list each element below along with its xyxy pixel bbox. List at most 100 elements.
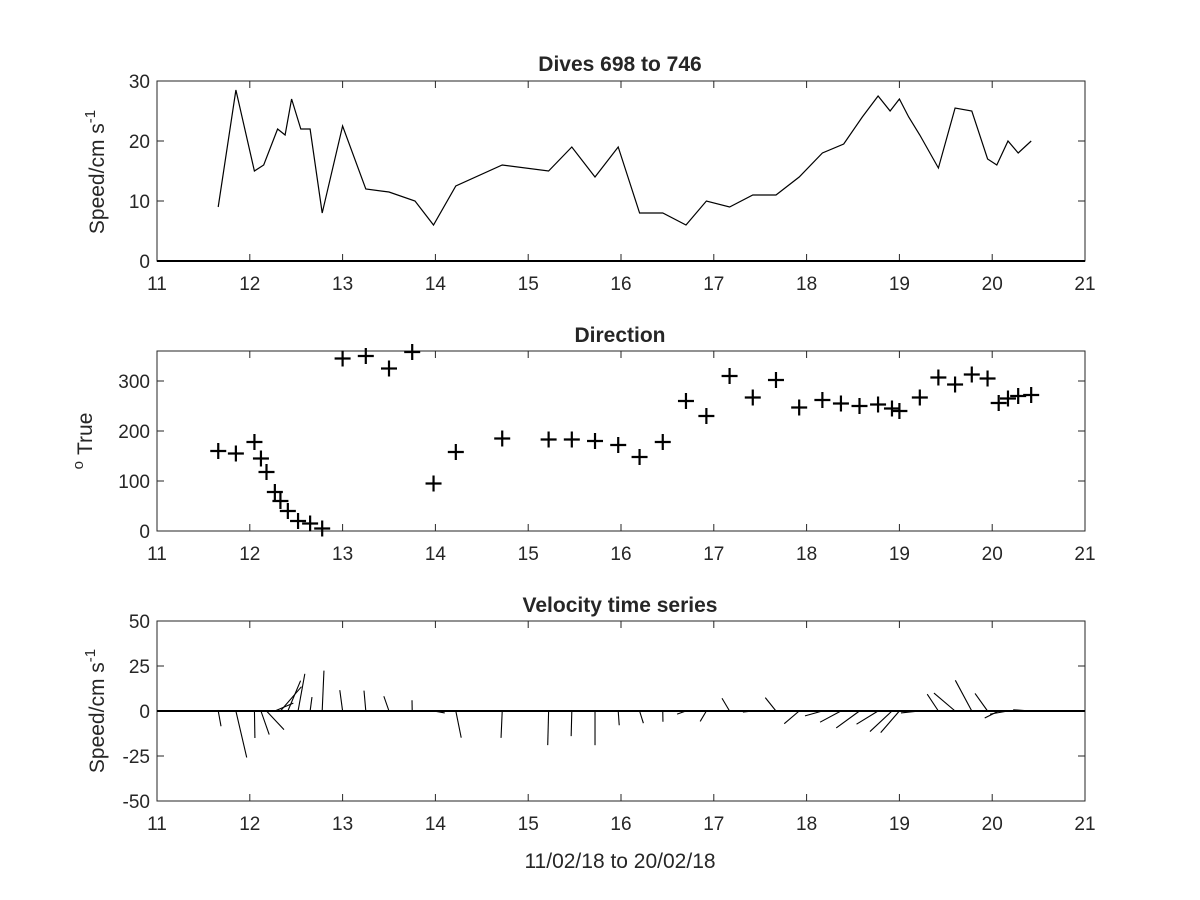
velocity-xtick-label: 18 — [796, 814, 817, 835]
direction-point — [540, 431, 557, 448]
direction-point — [791, 399, 808, 416]
velocity-stick — [309, 697, 313, 712]
direction-panel-ylabel-text: True — [74, 413, 97, 455]
velocity-stick — [954, 680, 973, 712]
direction-point — [494, 430, 511, 447]
direction-point — [979, 370, 996, 387]
direction-point — [610, 437, 627, 453]
velocity-stick — [617, 710, 620, 726]
speed-xtick-label: 21 — [1074, 274, 1095, 295]
direction-point — [930, 369, 947, 386]
velocity-stick — [260, 710, 270, 735]
speed-panel: Dives 698 to 746 Speed/cm s-1 11 12 13 14 15… — [82, 53, 1096, 295]
direction-point — [990, 395, 1007, 411]
speed-ytick-label: 10 — [129, 192, 150, 213]
velocity-ytick-label: 25 — [129, 657, 150, 678]
direction-point — [814, 392, 831, 408]
speed-xtick-label: 17 — [703, 274, 724, 295]
direction-point — [334, 350, 351, 367]
svg-text:Speed/cm s-1: Speed/cm s-1 — [82, 110, 109, 234]
direction-point — [587, 433, 604, 449]
direction-ytick-label: 0 — [139, 522, 150, 543]
speed-xtick-label: 18 — [796, 274, 817, 295]
direction-point — [744, 389, 761, 406]
direction-point — [563, 431, 580, 448]
velocity-xtick-label: 16 — [610, 814, 631, 835]
direction-panel-ylabel: o True — [70, 413, 97, 470]
velocity-stick — [363, 690, 367, 712]
direction-point — [947, 376, 964, 393]
direction-point — [258, 464, 275, 480]
direction-xtick-label: 14 — [425, 544, 447, 565]
direction-point — [851, 398, 868, 414]
svg-text:Speed/cm s-1: Speed/cm s-1 — [82, 649, 109, 773]
velocity-panel-ylabel-text: Speed/cm s — [86, 662, 109, 773]
velocity-stick — [676, 710, 687, 715]
direction-point — [302, 515, 319, 532]
velocity-stick — [984, 710, 999, 719]
direction-ytick-label: 200 — [118, 422, 150, 443]
velocity-stick — [721, 697, 731, 712]
direction-xtick-label: 15 — [518, 544, 539, 565]
speed-panel-ylabel-exponent: -1 — [82, 110, 99, 123]
velocity-panel-ylabel-exponent: -1 — [82, 649, 99, 662]
direction-point — [698, 408, 715, 424]
velocity-ytick-label: 50 — [129, 612, 150, 633]
direction-point — [246, 434, 263, 450]
velocity-stick — [383, 696, 390, 712]
velocity-stick — [699, 710, 707, 722]
direction-xtick-label: 11 — [147, 544, 167, 565]
velocity-stick — [455, 710, 462, 738]
direction-xtick-label: 12 — [239, 544, 260, 565]
speed-panel-ylabel-text: Speed/cm s — [86, 123, 109, 234]
direction-point — [279, 503, 296, 519]
direction-point — [677, 393, 694, 409]
speed-ytick-label: 30 — [129, 72, 150, 93]
direction-point — [891, 403, 908, 419]
direction-point — [870, 396, 887, 413]
direction-point — [404, 344, 421, 360]
velocity-stick — [217, 710, 222, 727]
velocity-stick — [933, 692, 956, 712]
direction-point — [272, 493, 289, 509]
velocity-stick — [321, 670, 325, 712]
velocity-xtick-label: 17 — [703, 814, 724, 835]
speed-panel-ylabel: Speed/cm s-1 — [82, 110, 109, 234]
direction-point — [210, 443, 227, 459]
velocity-xtick-label: 15 — [518, 814, 539, 835]
speed-xtick-label: 13 — [332, 274, 353, 295]
direction-point — [883, 400, 900, 417]
velocity-stick — [926, 693, 939, 712]
speed-series-line — [217, 89, 1032, 227]
speed-xtick-label: 14 — [425, 274, 447, 295]
direction-xtick-label: 19 — [889, 544, 910, 565]
velocity-stick — [280, 686, 302, 712]
direction-point — [654, 434, 671, 450]
direction-panel: Direction o True 11 12 13 14 15 16 17 18 19 20 21 0 1… — [70, 324, 1096, 565]
speed-ytick-label: 0 — [139, 252, 150, 273]
velocity-xtick-label: 12 — [239, 814, 260, 835]
velocity-panel-title: Velocity time series — [523, 594, 718, 617]
direction-point — [999, 390, 1016, 407]
velocity-stick — [1013, 709, 1032, 712]
velocity-stick — [819, 710, 842, 723]
direction-point — [252, 450, 269, 467]
direction-ytick-label: 100 — [118, 472, 150, 493]
velocity-stick — [266, 710, 285, 730]
velocity-stick — [804, 710, 823, 717]
direction-point — [266, 484, 283, 500]
speed-xtick-label: 16 — [610, 274, 631, 295]
velocity-stick — [639, 710, 644, 724]
speed-panel-title: Dives 698 to 746 — [538, 53, 701, 76]
velocity-stick — [974, 693, 989, 712]
velocity-panel-xlabel: 11/02/18 to 20/02/18 — [524, 850, 715, 873]
velocity-stick — [433, 710, 445, 714]
velocity-stick — [547, 710, 550, 746]
direction-xtick-label: 17 — [703, 544, 724, 565]
velocity-stick — [742, 710, 753, 713]
velocity-stick — [339, 690, 344, 712]
direction-xtick-label: 21 — [1074, 544, 1095, 565]
direction-xtick-label: 20 — [982, 544, 1003, 565]
direction-point — [227, 445, 244, 462]
